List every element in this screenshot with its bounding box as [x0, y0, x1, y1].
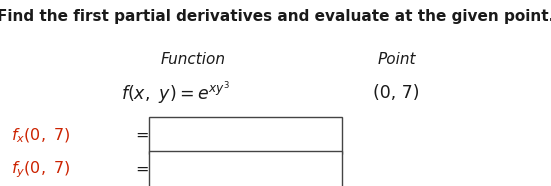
Text: $f_{x}(0,\ 7)$: $f_{x}(0,\ 7)$ [11, 127, 71, 145]
Text: $f(x,\ y) = e^{xy^3}$: $f(x,\ y) = e^{xy^3}$ [121, 79, 230, 107]
Text: (0, 7): (0, 7) [374, 84, 420, 102]
FancyBboxPatch shape [149, 117, 342, 154]
Text: =: = [135, 162, 149, 177]
Text: =: = [135, 128, 149, 143]
Text: $f_{y}(0,\ 7)$: $f_{y}(0,\ 7)$ [11, 159, 71, 179]
FancyBboxPatch shape [149, 151, 342, 186]
Text: Function: Function [160, 52, 225, 67]
Text: Find the first partial derivatives and evaluate at the given point.: Find the first partial derivatives and e… [0, 9, 551, 24]
Text: Point: Point [377, 52, 416, 67]
